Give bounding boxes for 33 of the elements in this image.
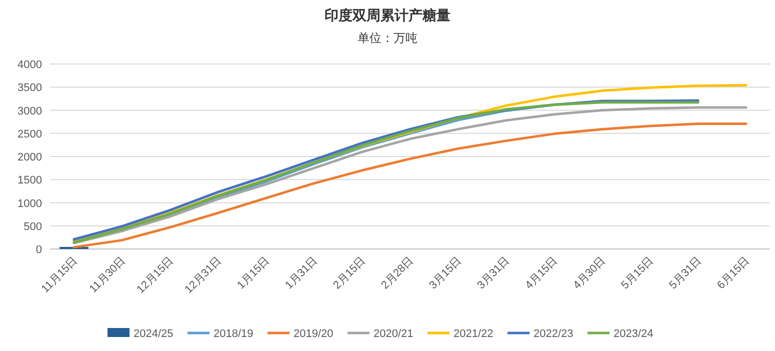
legend-label: 2022/23	[534, 328, 574, 340]
y-tick-label: 3000	[18, 105, 42, 118]
y-tick-label: 4000	[18, 59, 42, 71]
legend-label: 2023/24	[614, 328, 654, 340]
x-tick-label: 4月15日	[523, 254, 560, 292]
y-tick-label: 1500	[18, 174, 42, 187]
y-tick-label: 3500	[18, 82, 42, 94]
y-tick-label: 1000	[18, 198, 42, 210]
y-tick-label: 2000	[18, 152, 42, 164]
legend-label: 2021/22	[454, 328, 494, 340]
legend-label: 2019/20	[294, 328, 334, 340]
y-tick-label: 2500	[18, 128, 42, 140]
legend-label: 2024/25	[134, 328, 174, 340]
y-tick-label: 0	[36, 244, 42, 256]
legend-label: 2020/21	[374, 328, 414, 340]
y-tick-label: 500	[24, 220, 42, 233]
x-tick-label: 11月15日	[39, 254, 80, 296]
x-tick-label: 1月31日	[283, 254, 320, 292]
x-tick-label: 2月28日	[379, 254, 416, 292]
x-tick-label: 3月15日	[427, 254, 464, 292]
x-tick-label: 11月30日	[87, 254, 128, 296]
chart-subtitle: 单位：万吨	[358, 31, 418, 45]
x-tick-label: 3月31日	[475, 254, 512, 292]
chart-title: 印度双周累计产糖量	[324, 7, 450, 23]
x-tick-label: 12月31日	[182, 254, 224, 296]
x-tick-label: 6月15日	[715, 254, 752, 292]
x-tick-label: 12月15日	[134, 254, 176, 296]
x-tick-label: 5月15日	[619, 254, 656, 292]
x-tick-label: 1月15日	[235, 254, 272, 292]
legend-label: 2018/19	[214, 328, 254, 340]
x-tick-label: 2月15日	[331, 254, 368, 292]
x-tick-label: 5月31日	[667, 254, 704, 292]
x-tick-label: 4月30日	[571, 254, 608, 292]
